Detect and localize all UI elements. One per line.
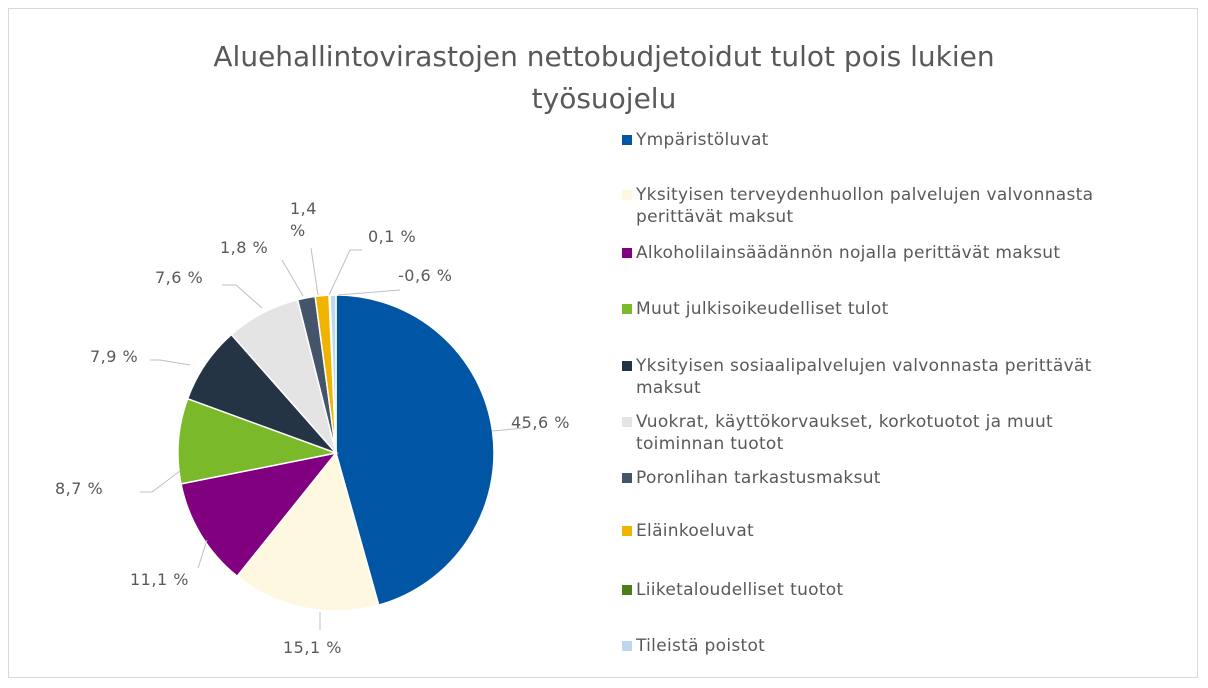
legend-swatch [622,585,632,595]
pie-slice [177,397,339,485]
chart-frame [8,8,1198,678]
leader-line [197,539,208,569]
data-label: 7,9 % [90,347,139,366]
legend-entry: Eläinkoeluvat [622,520,1116,542]
legend-entry: Vuokrat, käyttökorvaukset, korkotuotot j… [622,411,1116,455]
legend-entry: Ympäristöluvat [622,129,1116,151]
leader-line [328,249,362,296]
leader-line [140,470,181,493]
pie-slice [180,451,338,578]
data-label: 45,6 % [511,413,570,432]
legend-entry: Yksityisen sosiaalipalvelujen valvonnast… [622,355,1116,399]
data-label: 0,1 % [368,227,417,246]
legend-swatch [622,190,632,200]
legend-entry: Muut julkisoikeudelliset tulot [622,298,1116,320]
leader-line [150,359,191,366]
data-label: 1,8 % [220,238,269,257]
pie-slice [329,294,337,454]
legend-swatch [622,526,632,536]
legend-swatch [622,473,632,483]
legend-entry: Yksityisen terveydenhuollon palvelujen v… [622,184,1116,228]
data-label: 15,1 % [283,638,342,657]
legend-swatch [622,248,632,258]
legend-entry: Tileistä poistot [622,635,1116,657]
legend-entry: Alkoholilainsäädännön nojalla perittävät… [622,242,1116,264]
legend-swatch [622,417,632,427]
pie-slice [236,451,380,612]
leader-line [491,427,526,432]
legend-entry: Poronlihan tarkastusmaksut [622,467,1116,489]
legend-swatch [622,361,632,371]
data-label: -0,6 % [398,266,453,285]
legend-entry: Liiketaloudelliset tuotot [622,579,1116,601]
legend-swatch [622,304,632,314]
data-label: 1,4 % [290,199,317,240]
data-label: 8,7 % [55,479,104,498]
leader-line [310,247,319,296]
leader-line [281,259,304,297]
chart-title: Aluehallintovirastojen nettobudjetoidut … [213,40,995,115]
data-label: 11,1 % [130,570,189,589]
data-label: 7,6 % [155,268,204,287]
leader-line [222,284,263,309]
leader-line [337,289,401,296]
legend-swatch [622,641,632,651]
legend-swatch [622,135,632,145]
